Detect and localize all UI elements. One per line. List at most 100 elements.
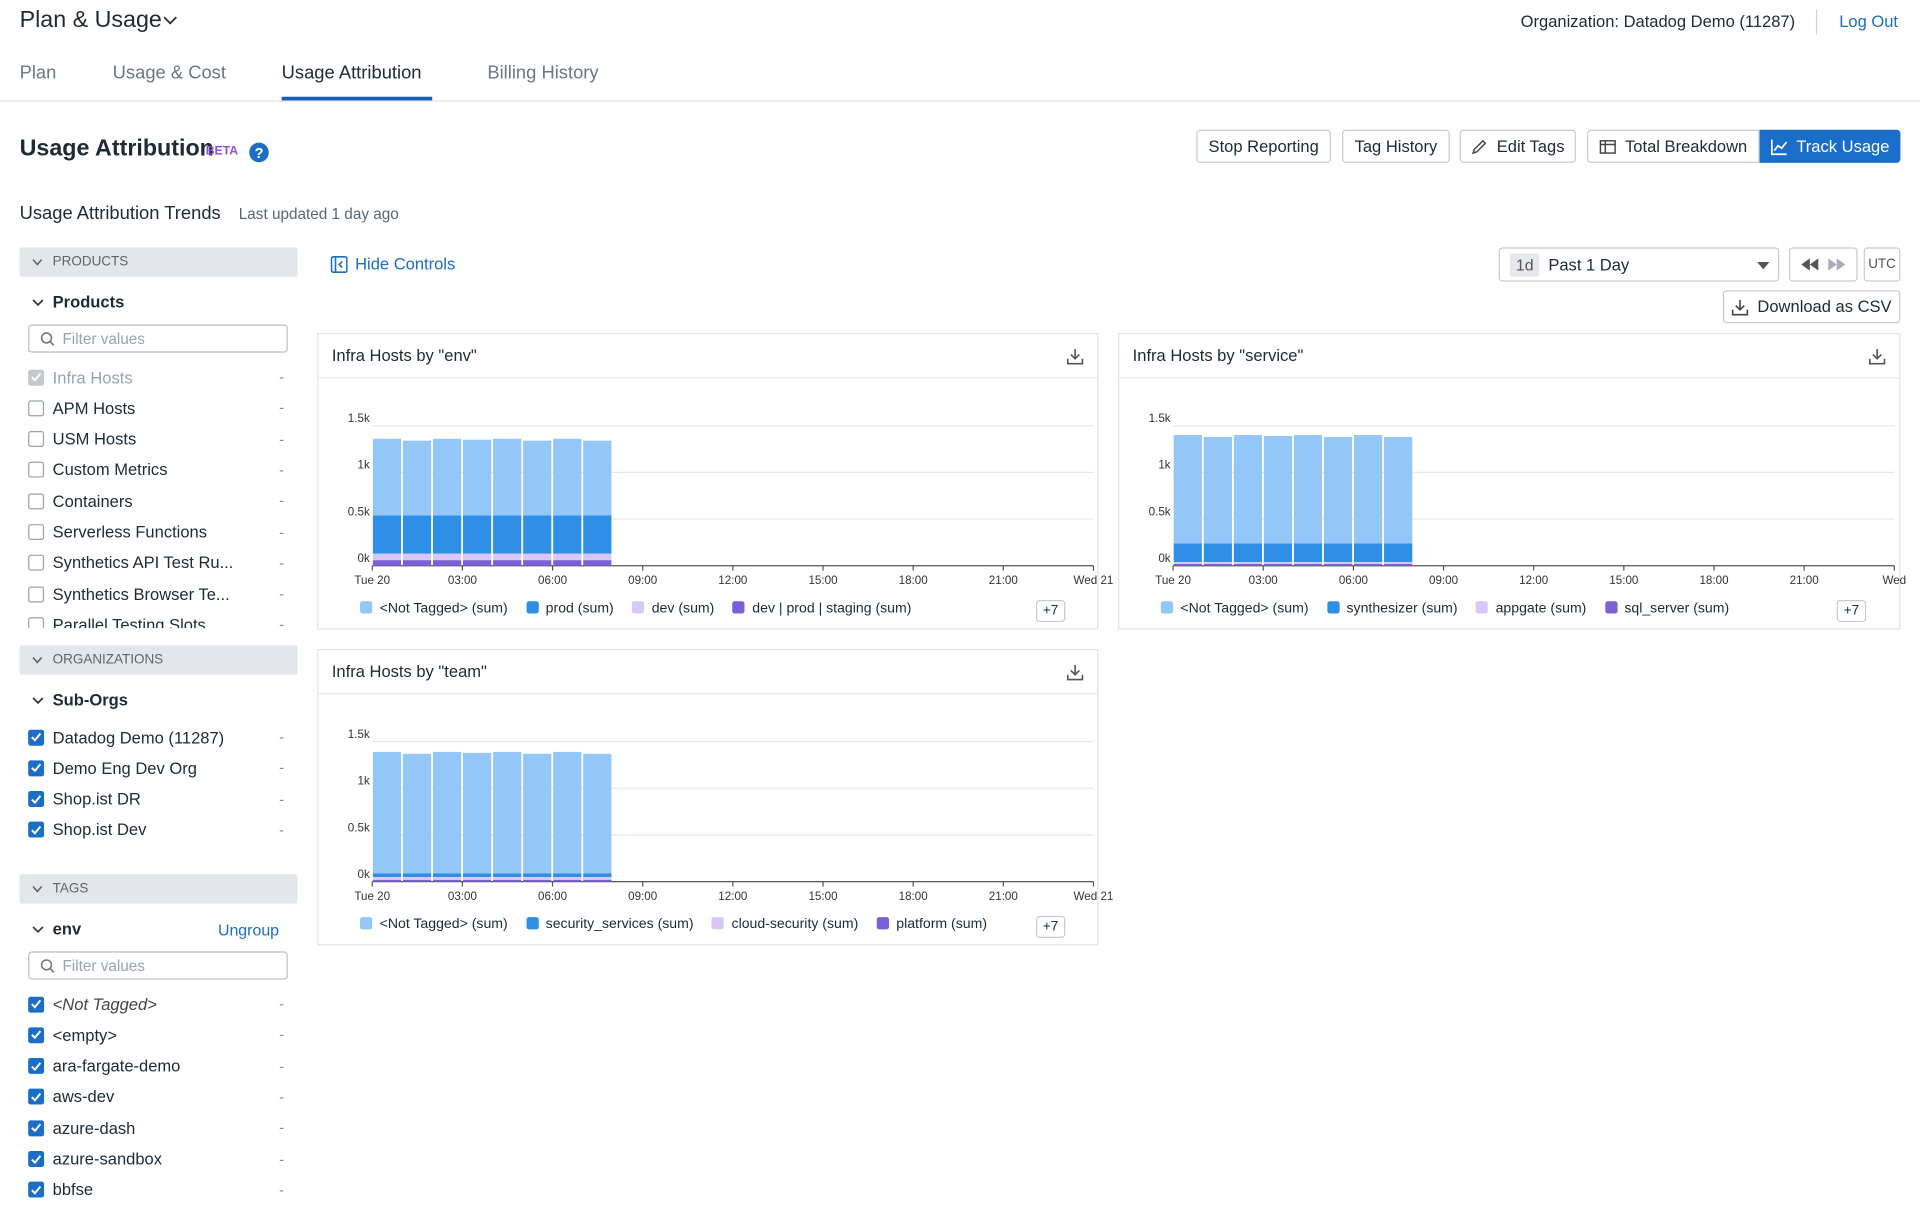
- checkbox[interactable]: [28, 617, 45, 629]
- legend-item[interactable]: <Not Tagged> (sum): [1160, 601, 1309, 616]
- section-header[interactable]: ORGANIZATIONS: [19, 645, 298, 675]
- list-item: <Not Tagged> -: [28, 992, 288, 1016]
- legend-item[interactable]: <Not Tagged> (sum): [360, 601, 508, 616]
- toolbar-button[interactable]: Tag History: [1342, 129, 1450, 163]
- chevron[interactable]: [32, 299, 44, 308]
- time-picker[interactable]: 1d Past 1 Day: [1498, 247, 1780, 282]
- time-nav[interactable]: [1788, 247, 1858, 282]
- chart-download[interactable]: [1066, 348, 1084, 365]
- legend-item[interactable]: dev (sum): [632, 601, 714, 616]
- bar-segment: [1353, 543, 1383, 562]
- chevron[interactable]: [32, 926, 44, 935]
- chart-download[interactable]: [1869, 348, 1886, 365]
- x-tick-label: 15:00: [808, 890, 838, 903]
- checkbox[interactable]: [28, 996, 45, 1013]
- checkbox[interactable]: [28, 791, 45, 808]
- button-icon: [1770, 138, 1788, 155]
- checkbox[interactable]: [28, 729, 45, 746]
- item-label: Datadog Demo (11287): [52, 727, 225, 747]
- button-icon: [1472, 139, 1487, 154]
- toolbar-button[interactable]: Edit Tags: [1459, 129, 1576, 163]
- timezone[interactable]: UTC: [1863, 247, 1901, 282]
- filter-input[interactable]: Filter values: [28, 324, 288, 353]
- legend-label: synthesizer (sum): [1346, 601, 1458, 616]
- bar-segment: [402, 879, 432, 882]
- legend-item[interactable]: platform (sum): [876, 917, 987, 932]
- legend-item[interactable]: synthesizer (sum): [1326, 601, 1458, 616]
- legend-swatch: [360, 917, 373, 930]
- bar-segment: [1263, 543, 1293, 562]
- tab[interactable]: Usage Attribution: [281, 62, 422, 84]
- legend-item[interactable]: security_services (sum): [526, 917, 694, 932]
- checkbox[interactable]: [28, 1089, 45, 1105]
- org-list: Datadog Demo (11287) - Demo Eng Dev Org - Sh…: [0, 724, 306, 853]
- legend-more[interactable]: +7: [1035, 600, 1066, 623]
- legend-item[interactable]: cloud-security (sum): [711, 917, 858, 932]
- hide-controls[interactable]: Hide Controls: [355, 254, 456, 274]
- tab[interactable]: Usage & Cost: [112, 62, 226, 84]
- section-header[interactable]: TAGS: [19, 874, 298, 904]
- checkbox[interactable]: [28, 760, 45, 777]
- legend-more[interactable]: +7: [1836, 600, 1867, 623]
- legend-item[interactable]: appgate (sum): [1475, 601, 1586, 616]
- bar-segment: [583, 876, 612, 880]
- checkbox[interactable]: [28, 431, 45, 448]
- checkbox[interactable]: [28, 822, 45, 839]
- checkbox[interactable]: [28, 400, 45, 417]
- bar-segment: [583, 873, 612, 877]
- checkbox[interactable]: [28, 462, 45, 479]
- button-label: Tag History: [1354, 137, 1438, 156]
- checkbox[interactable]: [28, 524, 45, 541]
- tab[interactable]: Billing History: [487, 62, 599, 84]
- legend-item[interactable]: prod (sum): [526, 601, 614, 616]
- help-icon[interactable]: ?: [249, 142, 270, 163]
- toolbar-button[interactable]: Track Usage: [1759, 129, 1901, 163]
- checkbox[interactable]: [28, 1027, 45, 1044]
- checkbox[interactable]: [28, 1058, 45, 1075]
- bar-segment: [463, 752, 492, 874]
- checkbox[interactable]: [28, 586, 45, 602]
- bar-segment: [402, 753, 432, 874]
- x-tick-label: 21:00: [989, 890, 1019, 903]
- chart-download[interactable]: [1066, 664, 1084, 681]
- bar-segment: [523, 440, 552, 516]
- bar-segment: [402, 553, 432, 561]
- bar-segment: [463, 515, 492, 554]
- legend-label: <Not Tagged> (sum): [1180, 601, 1309, 616]
- bar-segment: [463, 439, 492, 516]
- ungroup-link[interactable]: Ungroup: [217, 920, 280, 940]
- section-header[interactable]: PRODUCTS: [19, 247, 298, 277]
- hide-controls-icon[interactable]: [330, 255, 348, 274]
- chevron[interactable]: [32, 697, 44, 706]
- bar-segment: [463, 873, 492, 877]
- checkmark: [31, 794, 42, 804]
- bar-segment: [1384, 561, 1413, 564]
- filter-input[interactable]: Filter values: [28, 951, 288, 980]
- range-chip: 1d: [1509, 252, 1540, 277]
- checkbox[interactable]: [28, 1182, 45, 1198]
- y-tick-label: 0.5k: [348, 821, 370, 834]
- download-csv[interactable]: Download as CSV: [1722, 290, 1901, 324]
- toolbar-button[interactable]: Stop Reporting: [1196, 129, 1332, 163]
- legend-item[interactable]: <Not Tagged> (sum): [360, 917, 508, 932]
- x-tick-label: 06:00: [1339, 574, 1369, 587]
- toolbar-button[interactable]: Total Breakdown: [1586, 129, 1760, 163]
- bar-segment: [523, 876, 552, 880]
- checkbox[interactable]: [28, 555, 45, 571]
- legend-item[interactable]: sql_server (sum): [1604, 601, 1729, 616]
- x-tick-label: Tue 20: [354, 574, 390, 587]
- checkbox[interactable]: [28, 493, 45, 510]
- range-label: Past 1 Day: [1548, 255, 1630, 274]
- checkbox[interactable]: [28, 1120, 45, 1136]
- legend-item[interactable]: dev | prod | staging (sum): [732, 601, 911, 616]
- legend: <Not Tagged> (sum) prod (sum) dev (sum) dev…: [360, 601, 911, 616]
- list-item: Synthetics API Test Ru... -: [28, 551, 288, 575]
- tab[interactable]: Plan: [19, 62, 57, 84]
- title-chevron[interactable]: [163, 16, 178, 26]
- legend-more[interactable]: +7: [1035, 915, 1066, 938]
- list-item: APM Hosts -: [28, 396, 288, 420]
- x-tick-label: 06:00: [538, 890, 568, 903]
- button-icon: [1599, 139, 1616, 154]
- logout-link[interactable]: Log Out: [1839, 12, 1899, 31]
- checkbox[interactable]: [28, 1151, 45, 1167]
